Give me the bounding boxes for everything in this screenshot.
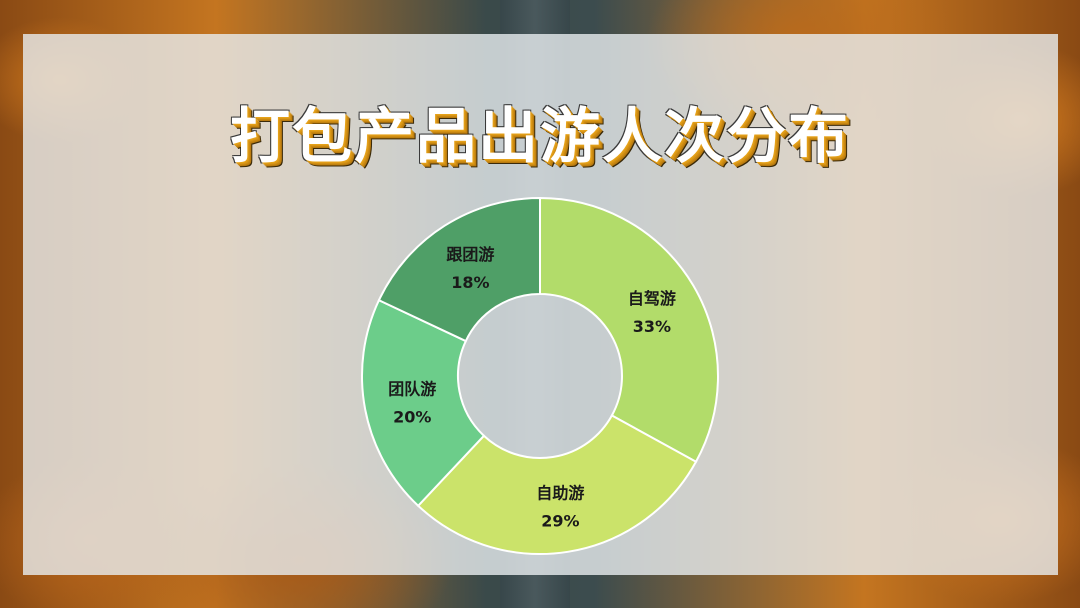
slice-value-3: 20%	[393, 407, 431, 426]
slice-value-2: 29%	[541, 511, 579, 530]
slice-4	[377, 196, 541, 343]
slice-2	[416, 414, 698, 555]
slice-label-1: 自驾游	[628, 289, 676, 308]
slice-1	[539, 196, 719, 464]
slice-value-4: 18%	[451, 273, 489, 292]
slice-3	[361, 298, 486, 508]
slice-value-1: 33%	[633, 317, 671, 336]
slice-label-4: 跟团游	[446, 245, 494, 264]
slice-label-2: 自助游	[536, 483, 584, 502]
slice-label-3: 团队游	[388, 379, 436, 398]
slide-title: 打包产品出游人次分布	[230, 102, 850, 172]
